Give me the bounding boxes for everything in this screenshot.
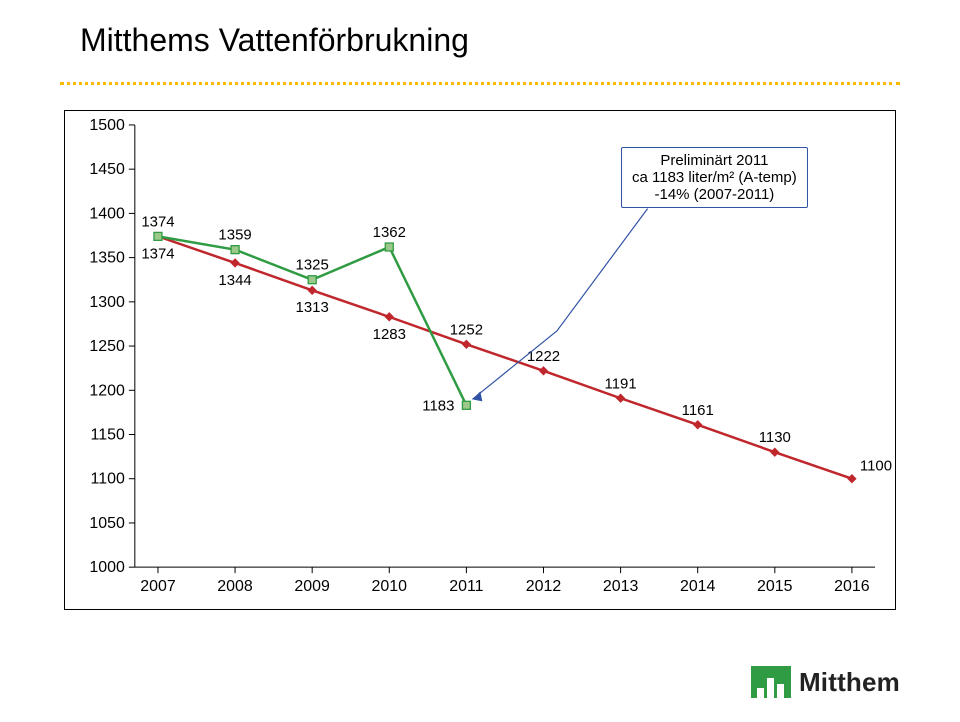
svg-text:1344: 1344 xyxy=(218,272,251,289)
callout-line2: ca 1183 liter/m² (A-temp) xyxy=(632,169,797,186)
svg-text:2009: 2009 xyxy=(294,578,330,595)
logo-text: Mitthem xyxy=(799,667,900,698)
logo-mark-icon xyxy=(751,666,791,698)
logo-bar xyxy=(767,678,774,698)
page: Mitthems Vattenförbrukning 1000105011001… xyxy=(0,0,960,722)
svg-text:1362: 1362 xyxy=(373,224,406,241)
svg-text:2007: 2007 xyxy=(140,578,176,595)
svg-text:1252: 1252 xyxy=(450,321,483,338)
svg-text:2011: 2011 xyxy=(449,578,483,595)
svg-text:1191: 1191 xyxy=(605,375,637,392)
svg-text:1500: 1500 xyxy=(89,117,125,134)
svg-text:1222: 1222 xyxy=(527,348,560,365)
dotted-divider xyxy=(60,82,900,85)
svg-text:1313: 1313 xyxy=(296,299,329,316)
chart-container: 1000 1050 1100 1150 1200 1250 1300 1350 1400 1450… xyxy=(64,110,896,610)
svg-text:1100: 1100 xyxy=(91,471,125,488)
logo-bar xyxy=(757,688,764,698)
svg-text:1283: 1283 xyxy=(373,326,406,343)
svg-text:1350: 1350 xyxy=(89,250,125,267)
svg-text:1374: 1374 xyxy=(141,245,174,262)
svg-text:1183: 1183 xyxy=(422,397,454,414)
svg-text:2010: 2010 xyxy=(372,578,408,595)
callout-line3: -14% (2007-2011) xyxy=(632,186,797,203)
svg-text:1000: 1000 xyxy=(89,559,125,576)
svg-text:1325: 1325 xyxy=(296,257,329,274)
svg-text:2015: 2015 xyxy=(757,578,793,595)
svg-text:2016: 2016 xyxy=(834,578,870,595)
svg-text:1300: 1300 xyxy=(89,294,125,311)
svg-text:2013: 2013 xyxy=(603,578,639,595)
svg-text:1161: 1161 xyxy=(682,402,714,419)
logo: Mitthem xyxy=(751,666,900,698)
svg-text:1400: 1400 xyxy=(89,205,125,222)
svg-text:1050: 1050 xyxy=(89,515,125,532)
svg-text:1250: 1250 xyxy=(89,338,125,355)
svg-text:1200: 1200 xyxy=(89,382,125,399)
svg-text:2008: 2008 xyxy=(217,578,253,595)
callout-line1: Preliminärt 2011 xyxy=(632,152,797,169)
svg-text:2012: 2012 xyxy=(526,578,562,595)
page-title: Mitthems Vattenförbrukning xyxy=(80,22,469,59)
logo-bar xyxy=(777,684,784,698)
svg-text:1130: 1130 xyxy=(759,429,791,446)
svg-text:2014: 2014 xyxy=(680,578,716,595)
svg-text:1450: 1450 xyxy=(89,161,125,178)
svg-text:1150: 1150 xyxy=(91,426,125,443)
svg-text:1359: 1359 xyxy=(218,227,251,244)
callout-box: Preliminärt 2011 ca 1183 liter/m² (A-tem… xyxy=(621,147,808,208)
svg-text:1100: 1100 xyxy=(860,458,892,475)
svg-text:1374: 1374 xyxy=(141,213,174,230)
